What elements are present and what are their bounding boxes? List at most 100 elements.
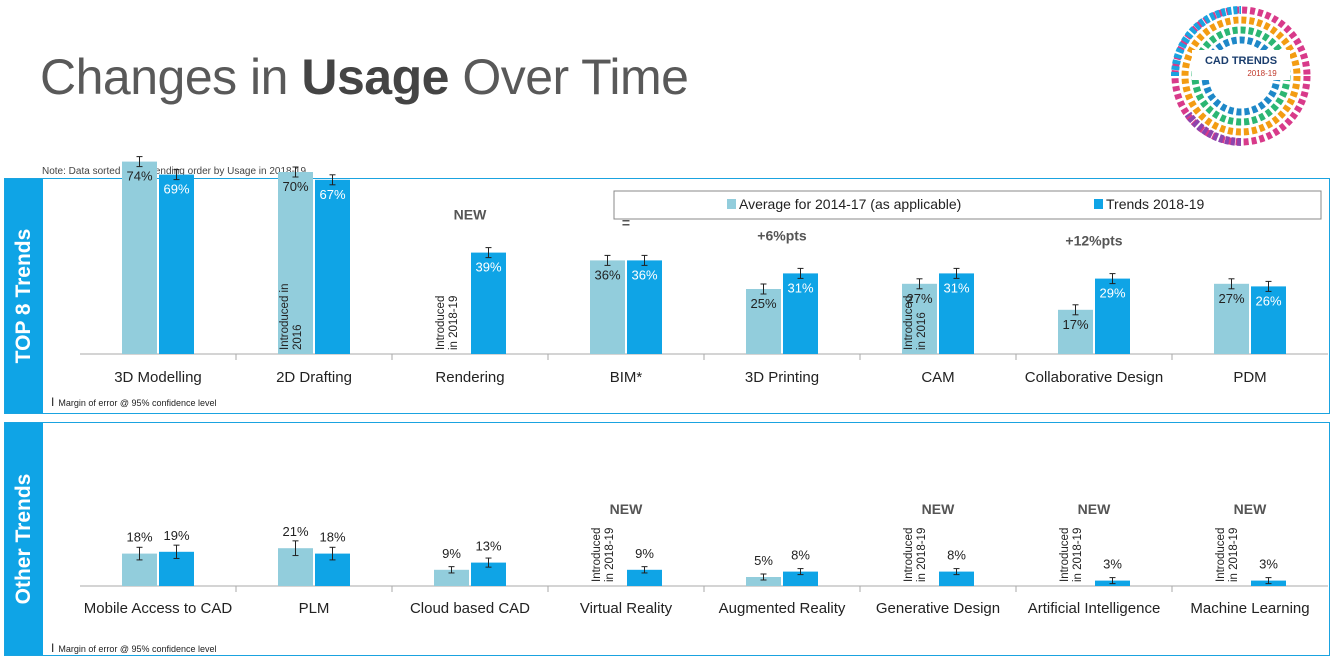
introduced-note: Introduced in 2018-19 [1059, 528, 1084, 582]
introduced-text: Introduced [591, 528, 603, 582]
margin-note-text: Margin of error @ 95% confidence level [58, 398, 217, 408]
annotation-label: NEW [1078, 501, 1111, 517]
category-label: Mobile Access to CAD [84, 600, 233, 617]
category-label: Rendering [435, 369, 504, 386]
introduced-text: Introduced in [279, 284, 291, 351]
category-label: BIM* [610, 369, 643, 386]
margin-note-bottom: I Margin of error @ 95% confidence level [51, 641, 217, 655]
introduced-text: 2016 [292, 324, 304, 350]
data-label: 9% [635, 546, 654, 561]
legend-box [613, 190, 1322, 220]
bar-trends-2018-19 [471, 562, 506, 586]
bar-trends-2018-19 [315, 179, 350, 354]
introduced-text: Introduced [1215, 528, 1227, 582]
data-label: 29% [1099, 286, 1125, 301]
bar-trends-2018-19 [1251, 286, 1286, 354]
page-title: Changes in Usage Over Time [40, 49, 689, 105]
other-trends-panel: Other Trends I Margin of error @ 95% conf… [4, 422, 1330, 656]
bar-trends-2018-19 [627, 260, 662, 354]
category-label: 3D Printing [745, 369, 819, 386]
data-label: 27% [906, 291, 932, 306]
category-label: 2D Drafting [276, 369, 352, 386]
category-label: CAM [921, 369, 954, 386]
category-label: Artificial Intelligence [1028, 600, 1161, 617]
bar-avg-2014-17 [434, 569, 469, 586]
category-label: 3D Modelling [114, 369, 202, 386]
category-label: Cloud based CAD [410, 600, 530, 617]
bar-avg-2014-17 [1214, 283, 1249, 354]
data-label: 9% [442, 546, 461, 561]
introduced-note: Introduced in 2018-19 [903, 528, 928, 582]
data-label: 3% [1259, 557, 1278, 572]
bar-avg-2014-17 [746, 577, 781, 586]
margin-note-text: Margin of error @ 95% confidence level [58, 644, 217, 654]
legend: Average for 2014-17 (as applicable) Trend… [613, 190, 1322, 220]
legend-swatch-trend [1094, 199, 1103, 209]
data-label: 39% [475, 260, 501, 275]
data-label: 18% [126, 530, 152, 545]
category-label: Collaborative Design [1025, 369, 1163, 386]
logo-graphic: CAD TRENDS 2018-19 [1171, 6, 1311, 146]
introduced-text: Introduced [435, 296, 447, 350]
bar-avg-2014-17 [902, 283, 937, 354]
bar-trends-2018-19 [627, 569, 662, 586]
top-trends-panel: TOP 8 Trends I Margin of error @ 95% conf… [4, 178, 1330, 414]
data-label: 13% [475, 539, 501, 554]
introduced-text: Introduced [903, 296, 915, 350]
data-label: 5% [754, 553, 773, 568]
other-trends-chart: Mobile Access to CAD 18% 19% PLM 21% 18% Cloud… [80, 501, 1328, 617]
data-label: 26% [1255, 293, 1281, 308]
bar-trends-2018-19 [939, 571, 974, 586]
bar-trends-2018-19 [939, 273, 974, 354]
annotation-label: NEW [922, 501, 955, 517]
bar-trends-2018-19 [471, 252, 506, 354]
category-label: PDM [1233, 369, 1266, 386]
bar-trends-2018-19 [1095, 278, 1130, 354]
margin-note-top: I Margin of error @ 95% confidence level [51, 395, 217, 409]
legend-label-trend: Trends 2018-19 [1106, 196, 1205, 212]
data-label: 74% [126, 169, 152, 184]
data-label: 36% [594, 267, 620, 282]
top-trends-side-label: TOP 8 Trends [5, 179, 43, 413]
introduced-text: in 2016 [916, 312, 928, 350]
annotation-label: NEW [610, 501, 643, 517]
data-label: 31% [787, 280, 813, 295]
annotation-label: = [622, 214, 630, 230]
data-label: 21% [282, 524, 308, 539]
bar-trends-2018-19 [159, 174, 194, 354]
cad-trends-logo: CAD TRENDS 2018-19 [1166, 4, 1316, 154]
category-label: Generative Design [876, 600, 1000, 617]
data-label: 67% [319, 187, 345, 202]
introduced-note: Introduced in 2018-19 [1215, 528, 1240, 582]
data-label: 18% [319, 530, 345, 545]
data-label: 25% [750, 296, 776, 311]
data-label: 3% [1103, 557, 1122, 572]
data-label: 8% [947, 548, 966, 563]
logo-title: CAD TRENDS [1205, 55, 1277, 67]
bar-trends-2018-19 [783, 571, 818, 586]
category-label: Augmented Reality [719, 600, 846, 617]
category-label: PLM [299, 600, 330, 617]
introduced-text: in 2018-19 [916, 528, 928, 582]
sort-note: Note: Data sorted in descending order by… [42, 166, 307, 177]
introduced-text: Introduced [1059, 528, 1071, 582]
bar-avg-2014-17 [590, 260, 625, 354]
data-label: 69% [163, 182, 189, 197]
data-label: 70% [282, 179, 308, 194]
introduced-text: in 2018-19 [1228, 528, 1240, 582]
data-label: 19% [163, 528, 189, 543]
bar-avg-2014-17 [278, 172, 313, 354]
legend-swatch-avg [727, 199, 736, 209]
annotation-label: +6%pts [757, 227, 807, 243]
other-trends-side-label: Other Trends [5, 423, 43, 655]
introduced-note: Introduced in 2016 [279, 284, 304, 351]
introduced-note: Introduced in 2018-19 [591, 528, 616, 582]
bar-avg-2014-17 [1058, 309, 1093, 354]
logo-subtitle: 2018-19 [1247, 69, 1277, 78]
introduced-text: in 2018-19 [448, 296, 460, 350]
introduced-text: in 2018-19 [1072, 528, 1084, 582]
data-label: 8% [791, 548, 810, 563]
data-label: 36% [631, 267, 657, 282]
annotation-label: NEW [1234, 501, 1267, 517]
